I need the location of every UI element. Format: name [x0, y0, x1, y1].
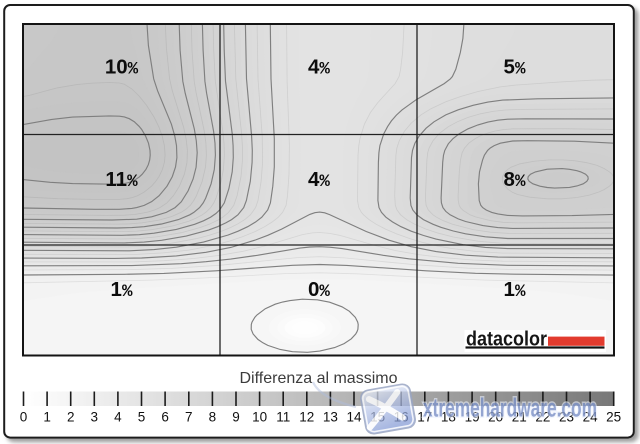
- svg-text:Differenza al massimo: Differenza al massimo: [240, 370, 398, 387]
- svg-text:11: 11: [276, 410, 290, 425]
- svg-text:8%: 8%: [504, 168, 526, 192]
- svg-text:datacolor: datacolor: [466, 328, 547, 351]
- svg-text:7: 7: [185, 410, 193, 425]
- svg-text:2: 2: [67, 410, 75, 425]
- svg-text:14: 14: [346, 410, 362, 425]
- svg-text:19: 19: [465, 410, 480, 425]
- svg-text:21: 21: [512, 410, 527, 425]
- svg-text:1%: 1%: [111, 278, 133, 302]
- svg-text:5%: 5%: [504, 56, 526, 80]
- svg-text:12: 12: [299, 410, 314, 425]
- svg-text:6: 6: [161, 410, 169, 425]
- svg-text:22: 22: [535, 410, 550, 425]
- svg-text:1: 1: [43, 410, 51, 425]
- svg-text:4%: 4%: [308, 56, 330, 80]
- svg-text:17: 17: [417, 410, 432, 425]
- svg-text:10: 10: [252, 410, 267, 425]
- svg-text:4%: 4%: [308, 168, 330, 192]
- svg-text:8: 8: [209, 410, 217, 425]
- svg-text:9: 9: [232, 410, 240, 425]
- svg-text:4: 4: [114, 410, 122, 425]
- svg-text:xtremehardware.com: xtremehardware.com: [423, 393, 597, 423]
- svg-text:24: 24: [583, 410, 599, 425]
- svg-text:10%: 10%: [105, 56, 139, 80]
- svg-text:3: 3: [91, 410, 99, 425]
- svg-text:18: 18: [441, 410, 456, 425]
- svg-text:1%: 1%: [504, 278, 526, 302]
- svg-text:13: 13: [323, 410, 338, 425]
- svg-text:23: 23: [559, 410, 574, 425]
- svg-text:0%: 0%: [308, 278, 330, 302]
- svg-text:0: 0: [20, 410, 28, 425]
- svg-text:20: 20: [488, 410, 503, 425]
- svg-text:25: 25: [606, 410, 621, 425]
- svg-text:5: 5: [138, 410, 146, 425]
- svg-text:11%: 11%: [105, 168, 138, 192]
